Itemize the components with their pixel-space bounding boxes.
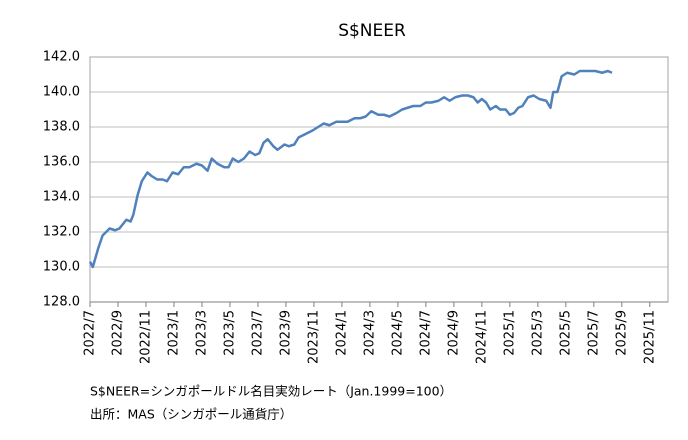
y-tick-label: 128.0 bbox=[43, 295, 80, 310]
x-tick-label: 2024/5 bbox=[390, 310, 405, 356]
x-tick-label: 2023/1 bbox=[166, 310, 181, 356]
y-tick-label: 138.0 bbox=[43, 120, 80, 135]
x-tick-label: 2023/9 bbox=[278, 310, 293, 356]
data-line bbox=[88, 69, 613, 269]
x-tick-label: 2023/11 bbox=[306, 310, 321, 364]
plot-border bbox=[89, 56, 669, 303]
chart-title: S$NEER bbox=[338, 21, 406, 41]
x-tick-label: 2024/3 bbox=[362, 310, 377, 356]
x-tick-label: 2024/7 bbox=[418, 310, 433, 356]
y-tick-label: 132.0 bbox=[43, 225, 80, 240]
x-tick-label: 2025/5 bbox=[558, 310, 573, 356]
x-tick-label: 2023/3 bbox=[194, 310, 209, 356]
x-tick-label: 2025/1 bbox=[502, 310, 517, 356]
y-tick-label: 130.0 bbox=[43, 260, 80, 275]
note: S$NEER=シンガポールドル名目実効レート（Jan.1999=100） bbox=[90, 384, 452, 399]
x-tick-label: 2024/11 bbox=[474, 310, 489, 364]
x-tick-label: 2025/7 bbox=[586, 310, 601, 356]
x-tick-label: 2025/9 bbox=[614, 310, 629, 356]
x-tick-label: 2024/1 bbox=[334, 310, 349, 356]
y-tick-label: 142.0 bbox=[43, 50, 80, 65]
x-tick-label: 2025/3 bbox=[530, 310, 545, 356]
y-tick-label: 140.0 bbox=[43, 85, 80, 100]
x-tick-label: 2023/7 bbox=[250, 310, 265, 356]
x-tick-label: 2022/7 bbox=[83, 310, 98, 356]
x-tick-label: 2024/9 bbox=[446, 310, 461, 356]
x-tick-label: 2022/9 bbox=[110, 310, 125, 356]
note: 出所：MAS（シンガポール通貨庁） bbox=[90, 407, 292, 422]
y-tick-label: 134.0 bbox=[43, 190, 80, 205]
x-tick-label: 2022/11 bbox=[138, 310, 153, 364]
y-tick-label: 136.0 bbox=[43, 155, 80, 170]
x-tick-label: 2023/5 bbox=[222, 310, 237, 356]
x-tick-label: 2025/11 bbox=[642, 310, 657, 364]
